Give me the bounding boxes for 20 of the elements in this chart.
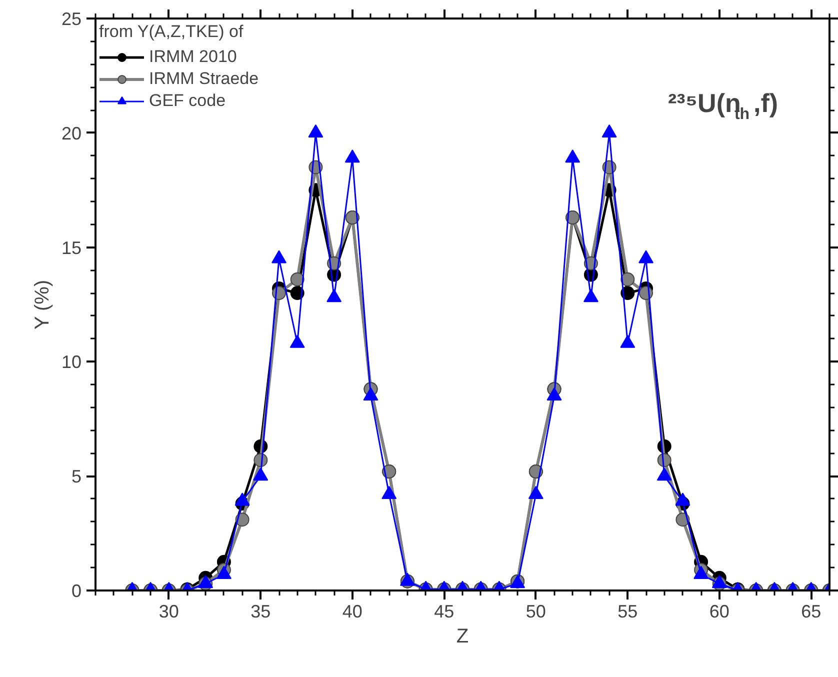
y-tick-label: 0: [71, 581, 82, 601]
x-tick-label: 60: [709, 602, 730, 622]
y-tick-label: 20: [61, 123, 82, 144]
legend-title: from Y(A,Z,TKE) of: [99, 22, 244, 42]
legend-label: GEF code: [149, 91, 226, 111]
x-tick-label: 65: [801, 602, 822, 622]
x-tick-label: 50: [526, 602, 546, 622]
x-tick-label: 35: [250, 602, 271, 622]
legend-label: IRMM 2010: [149, 47, 237, 67]
x-tick-label: 40: [342, 602, 362, 622]
x-tick-label: 30: [158, 602, 179, 622]
y-tick-label: 5: [71, 466, 82, 487]
x-tick-label: 55: [618, 602, 638, 622]
y-axis-title: Y (%): [31, 280, 54, 330]
y-tick-label: 10: [61, 352, 82, 372]
legend-label: IRMM Straede: [149, 69, 259, 89]
y-tick-label: 15: [61, 238, 82, 258]
y-tick-label: 25: [61, 9, 82, 29]
x-tick-label: 45: [434, 602, 454, 622]
x-axis-title: Z: [456, 626, 469, 648]
